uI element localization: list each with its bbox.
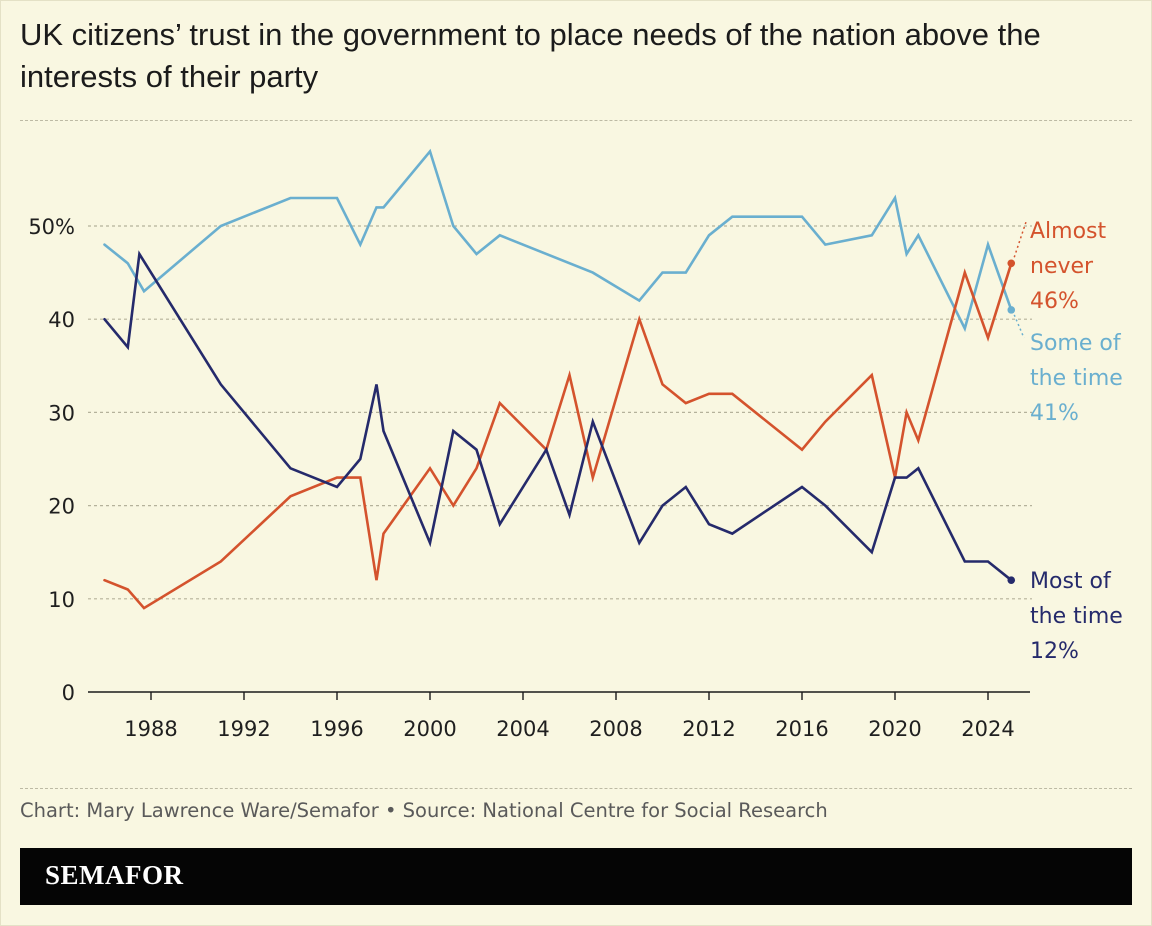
series-lines [103,148,1016,610]
x-tick-label: 2000 [403,717,456,741]
series-label-most: Most of [1030,569,1112,594]
semafor-logo[interactable]: SEMAFOR [45,860,184,890]
series-line-some [103,148,1013,333]
x-axis: 1988 1992 1996 2000 2004 2008 2012 2016 2020 2024 [88,691,1030,741]
chart-title: UK citizens’ trust in the government to … [20,17,1041,94]
footer-divider [20,788,1132,789]
gridlines [88,225,1032,600]
series-line-most [103,250,1013,582]
series-label-some: 41% [1030,401,1079,426]
y-tick-label: 40 [48,308,75,332]
x-tick-label: 1992 [217,717,270,741]
y-tick-label: 0 [62,681,75,705]
series-label-most: 12% [1030,639,1079,664]
source-credit: Chart: Mary Lawrence Ware/Semafor • Sour… [20,799,828,822]
series-label-some: Some of [1030,331,1122,356]
series-end-dot-some [1007,306,1016,314]
x-tick-label: 2016 [775,717,828,741]
series-label-never: 46% [1030,289,1079,314]
y-axis: 0 10 20 30 40 50% [28,215,75,705]
x-tick-label: 1988 [124,717,177,741]
series-end-dot-never [1007,259,1016,268]
x-tick-label: 2024 [961,717,1014,741]
x-tick-label: 2020 [868,717,921,741]
series-label-most: the time [1030,604,1123,629]
series-label-never: never [1030,254,1094,279]
y-tick-label: 20 [48,495,75,519]
y-tick-label: 50% [28,215,75,239]
line-chart: 0 10 20 30 40 50% 1988 1992 1996 2000 2004 2008 201… [28,148,1123,741]
x-tick-label: 2004 [496,717,549,741]
x-tick-label: 2008 [589,717,642,741]
x-tick-label: 2012 [682,717,735,741]
title-divider [20,120,1132,121]
x-tick-label: 1996 [310,717,363,741]
series-line-never [103,261,1013,610]
series-label-never: Almost [1030,219,1107,244]
series-end-dot-most [1007,576,1016,584]
leader-line-never [1013,221,1027,258]
brand-bar: SEMAFOR [20,848,1132,905]
y-tick-label: 30 [48,401,75,425]
y-tick-label: 10 [48,588,75,612]
series-end-labels: Some of the time 41% Almost never 46% Most of t… [1013,219,1123,664]
series-label-some: the time [1030,366,1123,391]
leader-line-some [1013,314,1025,339]
